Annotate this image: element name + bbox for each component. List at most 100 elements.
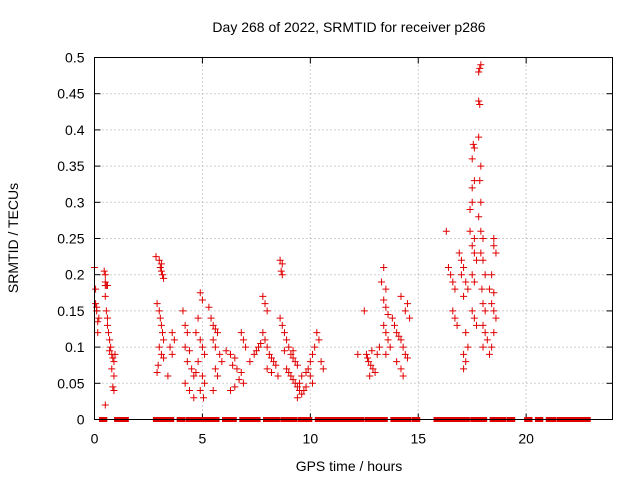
data-point: [170, 336, 178, 344]
data-point: [401, 350, 409, 358]
data-point: [168, 350, 176, 358]
data-point: [315, 336, 323, 344]
data-point: [492, 314, 500, 322]
data-point: [375, 343, 383, 351]
data-point: [190, 372, 198, 380]
data-point: [291, 358, 299, 366]
data-point: [196, 289, 204, 297]
data-point: [226, 350, 234, 358]
data-point: [369, 365, 377, 373]
data-point: [111, 350, 119, 358]
data-point: [490, 242, 498, 250]
data-point: [470, 278, 478, 286]
data-point: [473, 321, 481, 329]
data-point: [259, 329, 267, 337]
data-point: [216, 350, 224, 358]
data-point: [466, 227, 474, 235]
data-point: [319, 365, 327, 373]
data-point: [261, 300, 269, 308]
data-point: [185, 347, 193, 355]
data-point: [475, 68, 483, 76]
data-point: [302, 383, 310, 391]
data-point: [152, 253, 160, 261]
plot-frame: [94, 57, 613, 420]
data-point: [391, 321, 399, 329]
data-point: [110, 358, 118, 366]
x-tick-label: 15: [410, 431, 426, 447]
data-point: [457, 271, 465, 279]
data-point: [460, 365, 468, 373]
data-point: [477, 227, 485, 235]
data-point: [380, 321, 388, 329]
data-point: [477, 61, 485, 69]
data-point: [368, 347, 376, 355]
data-point: [293, 361, 301, 369]
data-point: [378, 278, 386, 286]
data-point: [209, 336, 217, 344]
data-point: [278, 260, 286, 268]
data-point: [470, 314, 478, 322]
data-point: [201, 350, 209, 358]
data-point: [157, 267, 165, 275]
data-point: [199, 394, 207, 402]
data-point: [226, 387, 234, 395]
data-point: [160, 354, 168, 362]
data-point: [371, 368, 379, 376]
data-point: [276, 314, 284, 322]
data-point: [365, 358, 373, 366]
data-point: [470, 144, 478, 152]
data-point: [229, 361, 237, 369]
data-point: [231, 354, 239, 362]
data-point: [237, 368, 245, 376]
data-point: [388, 314, 396, 322]
y-tick-label: 0.4: [65, 122, 85, 138]
data-point: [468, 307, 476, 315]
data-point: [188, 365, 196, 373]
x-axis-label: GPS time / hours: [296, 458, 403, 474]
data-point: [304, 365, 312, 373]
data-point: [196, 387, 204, 395]
data-point: [231, 383, 239, 391]
data-point: [153, 300, 161, 308]
data-point: [103, 321, 111, 329]
y-tick-label: 0.45: [57, 86, 84, 102]
data-point: [181, 321, 189, 329]
data-point: [160, 274, 168, 282]
data-point: [384, 336, 392, 344]
data-point: [289, 376, 297, 384]
data-point: [267, 368, 275, 376]
data-point: [194, 314, 202, 322]
data-point: [283, 365, 291, 373]
data-point: [483, 336, 491, 344]
data-point: [468, 155, 476, 163]
y-tick-label: 0: [77, 412, 85, 428]
data-point: [94, 329, 102, 337]
data-point: [276, 256, 284, 264]
data-point: [296, 379, 304, 387]
data-point: [263, 307, 271, 315]
data-point: [209, 321, 217, 329]
data-point: [237, 329, 245, 337]
data-point: [442, 227, 450, 235]
data-point: [168, 329, 176, 337]
data-point: [380, 296, 388, 304]
data-point: [201, 379, 209, 387]
data-point: [211, 365, 219, 373]
data-point: [242, 343, 250, 351]
data-point: [490, 235, 498, 242]
data-point: [157, 350, 165, 358]
data-point: [451, 314, 459, 322]
data-point: [101, 271, 109, 279]
data-point: [255, 343, 263, 351]
data-point: [469, 140, 477, 148]
data-point: [106, 336, 114, 344]
y-tick-label: 0.25: [57, 231, 84, 247]
data-point: [367, 361, 375, 369]
data-point: [476, 101, 484, 109]
data-point: [250, 350, 258, 358]
data-point: [158, 329, 166, 337]
data-point: [462, 278, 470, 286]
data-point: [393, 329, 401, 337]
data-point: [451, 285, 459, 293]
